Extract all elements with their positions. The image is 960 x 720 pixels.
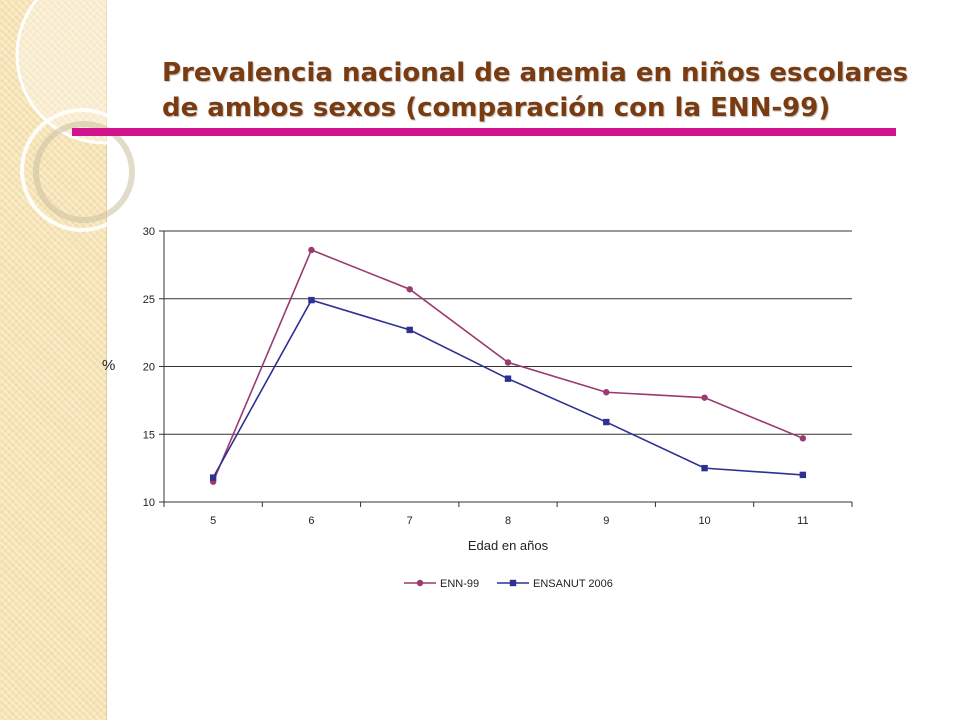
series-line-1 [212, 248, 804, 482]
y-tick-label: 25 [143, 294, 155, 306]
slide-title: Prevalencia nacional de anemia en niños … [162, 56, 942, 126]
series-line-2 [212, 299, 803, 478]
legend-label: ENSANUT 2006 [533, 578, 613, 590]
legend-label: ENN-99 [440, 578, 479, 590]
data-point [504, 359, 512, 366]
legend-marker [509, 579, 517, 587]
x-tick-label: 5 [210, 515, 216, 527]
y-axis-label: % [102, 357, 116, 374]
data-point [799, 435, 807, 442]
data-point [701, 394, 708, 401]
data-point [504, 375, 512, 382]
x-tick-label: 11 [797, 515, 808, 527]
data-point [406, 326, 413, 334]
data-point [603, 418, 610, 426]
data-point [799, 471, 807, 479]
x-tick-label: 10 [698, 515, 710, 527]
x-axis-label: Edad en años [468, 538, 549, 553]
x-tick-label: 9 [603, 515, 609, 527]
slide-title-line2: de ambos sexos (comparación con la ENN-9… [162, 93, 831, 123]
data-point [603, 389, 610, 396]
data-point [701, 464, 708, 472]
x-tick-label: 8 [505, 515, 511, 527]
data-point [308, 246, 315, 254]
data-point [406, 286, 413, 293]
x-tick-label: 6 [308, 515, 314, 527]
y-tick-label: 15 [143, 429, 155, 441]
data-point [209, 474, 217, 481]
y-tick-label: 20 [143, 362, 155, 374]
y-tick-label: 10 [143, 497, 155, 509]
y-tick-label: 30 [143, 226, 155, 238]
slide-title-line1: Prevalencia nacional de anemia en niños … [162, 58, 909, 88]
title-underline [72, 128, 896, 136]
data-point [308, 296, 315, 304]
legend-marker [416, 579, 424, 587]
x-tick-label: 7 [407, 515, 413, 527]
